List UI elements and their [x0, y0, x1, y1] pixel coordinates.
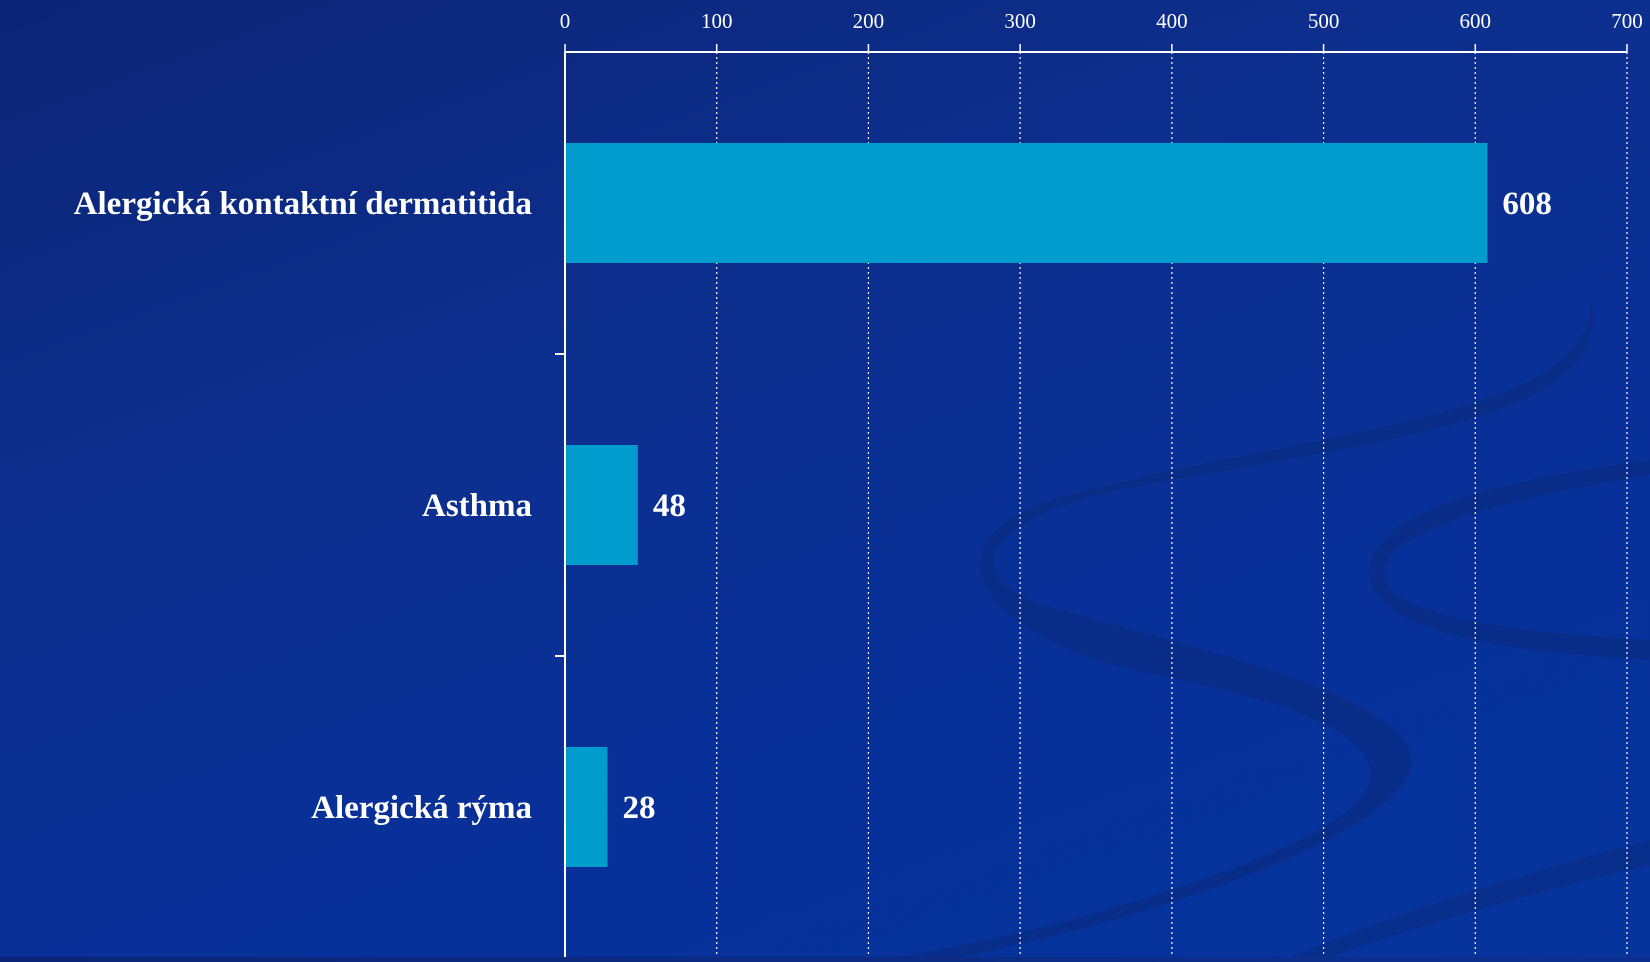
category-label: Alergická rýma	[311, 790, 532, 826]
x-tick-label: 300	[1004, 9, 1036, 33]
axes: 0 100 200 300 400 500 600 700	[555, 9, 1643, 957]
x-tick-label: 700	[1611, 9, 1643, 33]
x-tick-label: 100	[701, 9, 733, 33]
labels: Alergická kontaktní dermatitida 608 Asthma…	[74, 186, 1552, 826]
value-label: 48	[653, 488, 686, 524]
category-label: Asthma	[422, 488, 532, 524]
value-label: 28	[622, 790, 655, 826]
x-tick-label: 400	[1156, 9, 1188, 33]
bar	[566, 747, 608, 867]
swoosh-shape	[900, 300, 1593, 957]
swoosh-shape	[1290, 840, 1650, 957]
bar	[566, 445, 638, 565]
x-tick-label: 500	[1308, 9, 1340, 33]
bars	[566, 143, 1488, 867]
value-label: 608	[1502, 186, 1552, 222]
x-tick-label: 200	[853, 9, 885, 33]
background-swoosh	[900, 300, 1650, 957]
swoosh-shape	[1369, 460, 1650, 660]
x-tick-label: 600	[1460, 9, 1492, 33]
bar	[566, 143, 1488, 263]
category-label: Alergická kontaktní dermatitida	[74, 186, 532, 222]
x-tick-label: 0	[560, 9, 571, 33]
